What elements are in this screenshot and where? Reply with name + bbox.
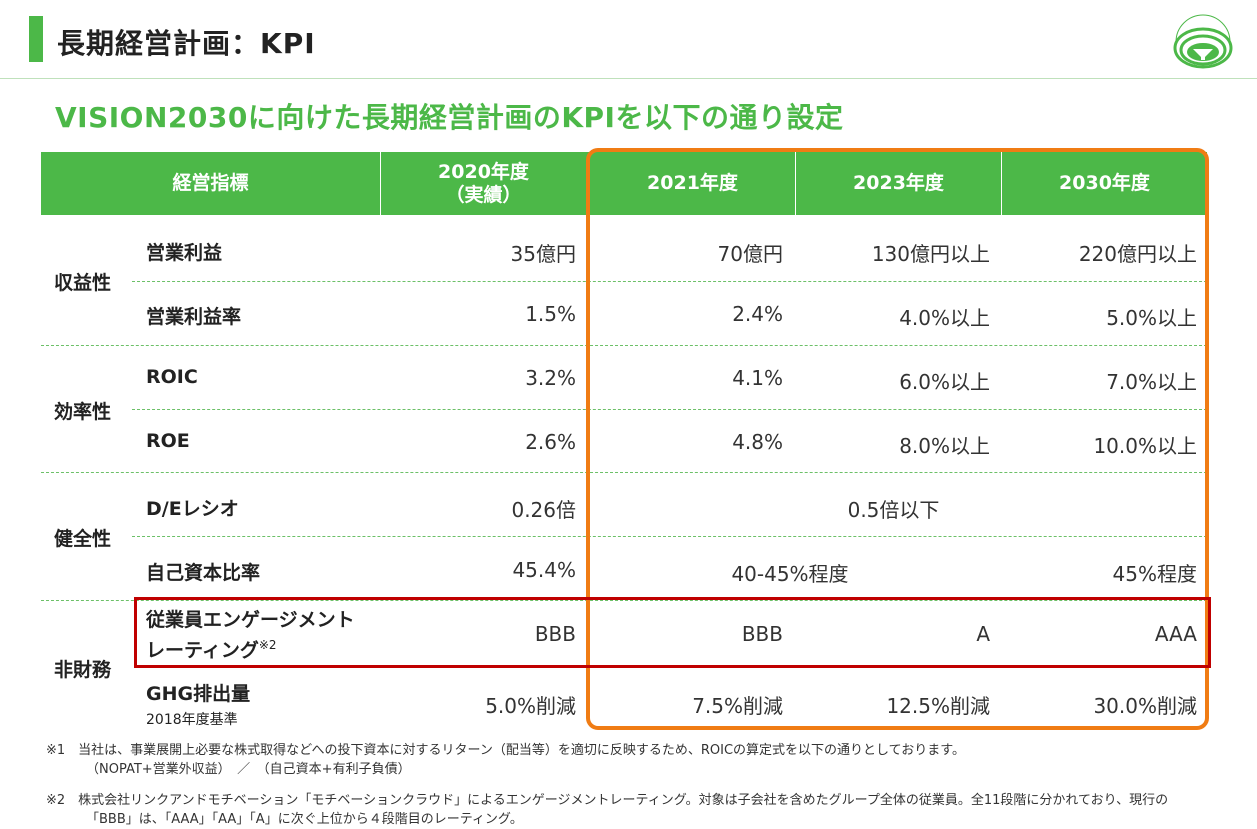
cell-ghg-2023: 12.5%削減 — [886, 694, 990, 718]
page-subtitle: VISION2030に向けた長期経営計画のKPIを以下の通り設定 — [55, 101, 844, 134]
footnote-2: ※2 株式会社リンクアンドモチベーション「モチベーションクラウド」によるエンゲー… — [46, 793, 1169, 827]
title-accent-bar — [29, 16, 43, 62]
cell-roe-2021: 4.8% — [732, 430, 783, 454]
metric-operating-profit: 営業利益 — [146, 242, 223, 264]
metric-engagement-rating: 従業員エンゲージメント レーティング※2 — [146, 609, 355, 662]
footnote-1: ※1 当社は、事業展開上必要な株式取得などへの投下資本に対するリターン（配当等）… — [46, 743, 965, 777]
metric-ghg-emissions: GHG排出量 2018年度基準 — [146, 683, 251, 728]
cell-roe-2020: 2.6% — [525, 430, 576, 454]
table-header: 経営指標 2020年度 （実績） 2021年度 2023年度 2030年度 — [41, 152, 1207, 215]
cell-de-ratio-2021-2030: 0.5倍以下 — [847, 498, 940, 522]
row-divider — [132, 281, 1207, 282]
company-logo — [1173, 14, 1233, 69]
category-non-financial: 非財務 — [54, 659, 112, 681]
target-years-highlight — [586, 148, 1209, 730]
cell-engagement-2020: BBB — [534, 622, 576, 646]
section-divider — [41, 472, 1207, 473]
page-title: 長期経営計画：KPI — [57, 27, 316, 60]
cell-roic-2023: 6.0%以上 — [899, 370, 990, 394]
cell-op-margin-2021: 2.4% — [732, 302, 783, 326]
header-2023: 2023年度 — [853, 172, 944, 194]
category-profitability: 収益性 — [54, 272, 112, 294]
cell-ghg-2020: 5.0%削減 — [485, 694, 576, 718]
header-2020: 2020年度 （実績） — [438, 160, 529, 206]
cell-equity-ratio-2020: 45.4% — [512, 558, 576, 582]
cell-roic-2020: 3.2% — [525, 366, 576, 390]
cell-roic-2030: 7.0%以上 — [1106, 370, 1197, 394]
category-soundness: 健全性 — [54, 528, 112, 550]
cell-equity-ratio-2021-2023: 40-45%程度 — [731, 562, 849, 586]
cell-engagement-2023: A — [976, 622, 990, 646]
cell-op-profit-2023: 130億円以上 — [871, 242, 990, 266]
cell-op-margin-2020: 1.5% — [525, 302, 576, 326]
metric-equity-ratio: 自己資本比率 — [146, 562, 261, 584]
cell-op-margin-2030: 5.0%以上 — [1106, 306, 1197, 330]
category-efficiency: 効率性 — [54, 401, 112, 423]
header-2021: 2021年度 — [647, 172, 738, 194]
metric-roic: ROIC — [146, 366, 198, 388]
metric-de-ratio: D/Eレシオ — [146, 498, 239, 520]
cell-roe-2023: 8.0%以上 — [899, 434, 990, 458]
cell-op-profit-2020: 35億円 — [510, 242, 576, 266]
metric-roe: ROE — [146, 430, 190, 452]
header-divider — [0, 78, 1257, 79]
cell-roic-2021: 4.1% — [732, 366, 783, 390]
header-2030: 2030年度 — [1059, 172, 1150, 194]
header-separator — [795, 152, 796, 215]
cell-ghg-2021: 7.5%削減 — [692, 694, 783, 718]
cell-engagement-2021: BBB — [741, 622, 783, 646]
metric-operating-margin: 営業利益率 — [146, 306, 242, 328]
cell-roe-2030: 10.0%以上 — [1093, 434, 1197, 458]
header-metric: 経営指標 — [172, 172, 249, 194]
engagement-row-highlight — [134, 597, 1211, 668]
row-divider — [132, 409, 1207, 410]
cell-ghg-2030: 30.0%削減 — [1093, 694, 1197, 718]
header-separator — [380, 152, 381, 215]
section-divider — [41, 600, 1207, 601]
header-separator — [1001, 152, 1002, 215]
row-divider — [132, 536, 1207, 537]
cell-de-ratio-2020: 0.26倍 — [511, 498, 576, 522]
cell-op-margin-2023: 4.0%以上 — [899, 306, 990, 330]
section-divider — [41, 345, 1207, 346]
cell-op-profit-2030: 220億円以上 — [1078, 242, 1197, 266]
cell-engagement-2030: AAA — [1154, 622, 1197, 646]
cell-equity-ratio-2030: 45%程度 — [1112, 562, 1197, 586]
cell-op-profit-2021: 70億円 — [717, 242, 783, 266]
